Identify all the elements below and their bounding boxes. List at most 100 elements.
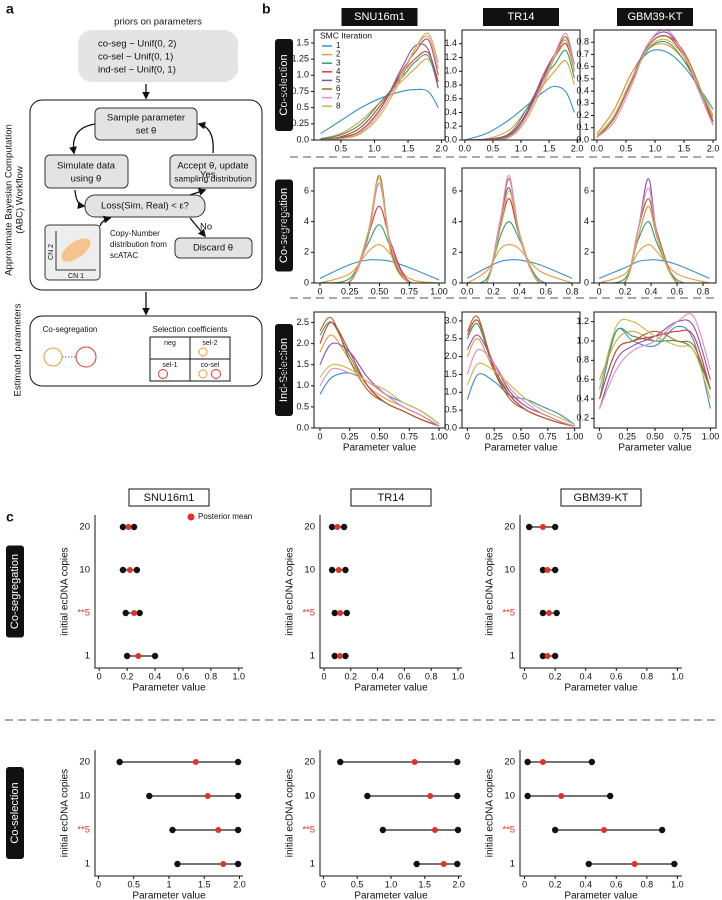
density-curve xyxy=(464,39,575,140)
plot-frame xyxy=(461,29,581,141)
density-curve xyxy=(466,373,575,425)
x-tick-label: 0 xyxy=(597,431,602,441)
low-point xyxy=(331,652,338,660)
accept-box xyxy=(169,154,257,189)
x-tick-label: 1.0 xyxy=(368,143,381,153)
low-point xyxy=(174,860,181,868)
x-tick-label: 0 xyxy=(597,286,602,296)
low-point xyxy=(539,566,547,574)
density-curve xyxy=(319,205,440,283)
legend-label: 4 xyxy=(336,67,341,76)
legend-label: 8 xyxy=(336,101,341,110)
column-header-box xyxy=(350,488,432,507)
x-tick-label: 1.0 xyxy=(233,671,246,681)
prior: co-sel ~ Unif(0, 1) xyxy=(98,52,173,63)
x-tick-label: 0.6 xyxy=(177,671,190,681)
mean-point xyxy=(431,827,438,833)
density-curve xyxy=(319,363,440,425)
high-point xyxy=(340,523,348,531)
grid-label: sel-1 xyxy=(162,362,177,369)
mean-point xyxy=(539,759,546,765)
density-curve xyxy=(466,348,575,427)
y-tick-label: 20 xyxy=(304,757,315,768)
x-tick-label: 2.0 xyxy=(452,879,465,889)
high-point xyxy=(588,758,596,766)
y-tick-label: **5 xyxy=(502,825,515,836)
yes-label: Yes xyxy=(200,170,216,181)
high-point xyxy=(343,609,350,617)
high-point xyxy=(553,609,560,617)
mean-point xyxy=(631,861,638,867)
row-header: Ind-Selection xyxy=(278,338,290,402)
y-axis-label: initial ecDNA copies xyxy=(285,769,296,857)
plot-frame xyxy=(461,167,581,284)
plot-frame xyxy=(593,167,717,284)
estimates-label: Estimated parameters xyxy=(13,303,24,396)
x-tick-label: 2.0 xyxy=(571,143,584,153)
y-tick-label: 2.5 xyxy=(444,333,457,343)
mean-point xyxy=(440,861,447,867)
coseg-label: Co-segregation xyxy=(43,325,98,334)
density-curve xyxy=(596,43,714,135)
y-tick-label: 2.0 xyxy=(296,338,309,348)
y-tick-label: 0.3 xyxy=(576,98,589,108)
priors-title: priors on parameters xyxy=(114,17,202,28)
x-tick-label: 0.6 xyxy=(540,286,553,296)
mean-point xyxy=(337,610,344,616)
y-tick-label: 0.8 xyxy=(444,79,457,89)
x-tick-label: 0 xyxy=(97,671,102,681)
legend-label: 2 xyxy=(336,50,341,59)
low-point xyxy=(328,566,336,574)
density-curve xyxy=(467,198,573,283)
x-tick-label: 1.0 xyxy=(649,143,662,153)
mean-point xyxy=(544,653,551,659)
mean-point xyxy=(192,759,199,765)
density-curve xyxy=(596,30,714,138)
y-tick-label: 0 xyxy=(452,277,457,287)
grid-label: sel-2 xyxy=(202,340,217,347)
mean-point xyxy=(411,759,418,765)
x-tick-label: 0.25 xyxy=(341,431,359,441)
y-tick-label: 1.2 xyxy=(576,316,589,326)
x-tick-label: 0.4 xyxy=(513,286,526,296)
estimates-box xyxy=(29,315,263,387)
column-header-box xyxy=(128,488,210,507)
low-point xyxy=(524,792,531,800)
y-tick-label: 1.0 xyxy=(296,380,309,390)
y-tick-label: 2.5 xyxy=(296,317,309,327)
y-tick-label: 0.5 xyxy=(576,73,589,83)
y-tick-label: 0.6 xyxy=(444,93,457,103)
low-point xyxy=(337,758,344,766)
low-point xyxy=(539,609,547,617)
y-axis-label: initial ecDNA copies xyxy=(60,769,71,857)
discard-box xyxy=(174,237,253,259)
x-tick-label: 0.5 xyxy=(128,879,141,889)
density-curve xyxy=(320,58,439,140)
x-tick-label: 0.6 xyxy=(610,879,623,889)
y-tick-label: 20 xyxy=(79,522,90,533)
legend-label: 5 xyxy=(336,76,341,85)
high-point xyxy=(551,652,559,660)
y-tick-label: 1.5 xyxy=(444,369,457,379)
density-curve xyxy=(599,319,711,409)
x-tick-label: 0.8 xyxy=(566,286,579,296)
x-tick-label: 0.8 xyxy=(205,671,218,681)
prior: co-seg ~ Unif(0, 2) xyxy=(98,39,176,50)
row-header: Co-selection xyxy=(278,54,290,115)
y-tick-label: 0.0 xyxy=(296,422,309,432)
column-header-box xyxy=(341,8,418,26)
workflow-label: (ABC) Workflow xyxy=(15,166,26,234)
density-curve xyxy=(599,221,710,283)
x-axis-label: Parameter value xyxy=(132,683,206,694)
y-tick-label: 1.2 xyxy=(444,52,457,62)
x-tick-label: 0.0 xyxy=(459,143,472,153)
density-curve xyxy=(466,244,573,283)
y-axis-label: Posterior xyxy=(279,349,290,390)
x-tick-label: 0 xyxy=(321,879,326,889)
density-curve xyxy=(319,316,440,427)
x-tick-label: 1.0 xyxy=(452,671,465,681)
y-tick-label: 1 xyxy=(85,859,90,870)
x-tick-label: 2.0 xyxy=(707,143,720,153)
high-point xyxy=(342,652,349,660)
x-tick-label: 0.5 xyxy=(620,143,633,153)
